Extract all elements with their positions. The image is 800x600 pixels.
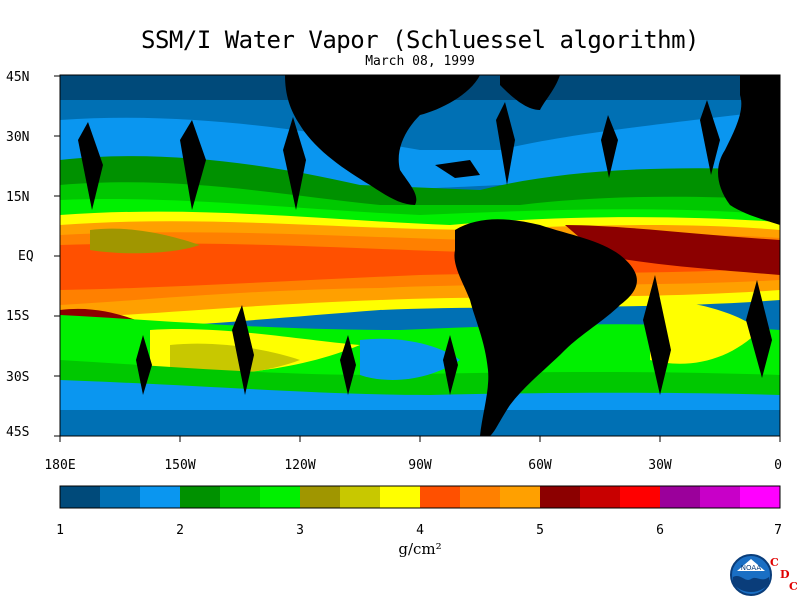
cdc-letter-c2: C [789,580,798,593]
colorbar [60,486,781,508]
colorbar-swatch [60,486,101,508]
map-date: March 08, 1999 [365,54,475,69]
colorbar-swatch [100,486,141,508]
lon-label-120w: 120W [284,458,316,473]
colorbar-swatch [500,486,541,508]
cdc-letter-c1: C [770,556,779,569]
noaa-logo-icon: NOAA [730,554,772,596]
map-field [60,75,780,436]
colorbar-tick-6: 6 [656,523,664,538]
colorbar-tick-2: 2 [176,523,184,538]
noaa-logo-text: NOAA [741,564,762,572]
colorbar-frame [59,485,781,509]
lat-label-15n: 15N [6,190,30,205]
colorbar-swatch [700,486,741,508]
lat-label-30n: 30N [6,130,30,145]
lat-label-45s: 45S [6,425,30,440]
lon-label-150w: 150W [164,458,196,473]
colorbar-tick-5: 5 [536,523,544,538]
colorbar-swatch [580,486,621,508]
colorbar-tick-3: 3 [296,523,304,538]
lat-label-45n: 45N [6,70,30,85]
cdc-letter-d: D [780,568,790,581]
map-title: SSM/I Water Vapor (Schluessel algorithm) [141,26,699,54]
lon-label-0: 0 [774,458,782,473]
lon-label-60w: 60W [528,458,552,473]
colorbar-swatch [140,486,181,508]
colorbar-swatch [420,486,461,508]
colorbar-swatch [340,486,381,508]
lat-label-eq: EQ [18,249,34,264]
colorbar-swatch [620,486,661,508]
colorbar-swatch [740,486,781,508]
colorbar-unit-label: g/cm² [398,540,442,558]
colorbar-swatch [660,486,701,508]
colorbar-tick-4: 4 [416,523,424,538]
lon-label-30w: 30W [648,458,672,473]
colorbar-tick-1: 1 [56,523,64,538]
map-ticks [54,75,781,442]
colorbar-tick-7: 7 [774,523,782,538]
colorbar-swatch [260,486,301,508]
colorbar-swatch [180,486,221,508]
colorbar-swatch [380,486,421,508]
lat-label-15s: 15S [6,309,30,324]
lon-label-180e: 180E [44,458,76,473]
lon-label-90w: 90W [408,458,432,473]
lat-label-30s: 30S [6,370,30,385]
colorbar-swatch [220,486,261,508]
colorbar-swatch [460,486,501,508]
colorbar-swatch [300,486,341,508]
colorbar-swatch [540,486,581,508]
